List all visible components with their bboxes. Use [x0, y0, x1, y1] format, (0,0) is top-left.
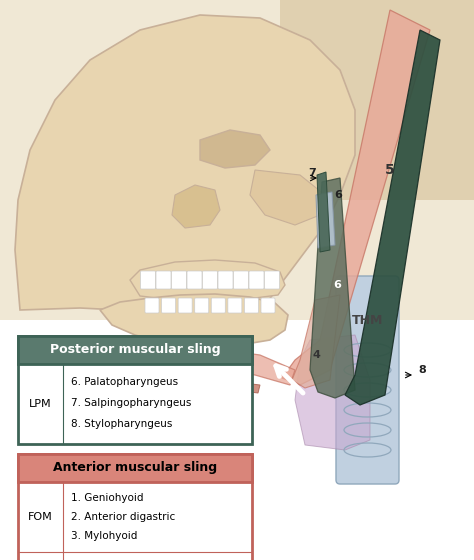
Text: 2. Anterior digastric: 2. Anterior digastric — [71, 512, 175, 522]
Polygon shape — [100, 294, 288, 346]
FancyBboxPatch shape — [249, 271, 264, 289]
Polygon shape — [345, 30, 440, 405]
Text: 6: 6 — [333, 280, 341, 290]
Text: 2: 2 — [124, 369, 132, 379]
Text: 3: 3 — [186, 356, 194, 368]
Polygon shape — [250, 170, 325, 225]
Text: Anterior muscular sling: Anterior muscular sling — [53, 461, 217, 474]
Bar — [0, 320, 474, 560]
FancyBboxPatch shape — [195, 298, 209, 313]
Polygon shape — [282, 10, 430, 385]
Text: Posterior muscular sling: Posterior muscular sling — [50, 343, 220, 357]
FancyBboxPatch shape — [261, 298, 275, 313]
Text: THM: THM — [352, 314, 383, 326]
Text: 1: 1 — [108, 340, 116, 350]
FancyBboxPatch shape — [156, 271, 171, 289]
Polygon shape — [310, 178, 355, 398]
FancyBboxPatch shape — [264, 271, 280, 289]
FancyBboxPatch shape — [245, 298, 258, 313]
Bar — [280, 0, 474, 200]
FancyBboxPatch shape — [234, 271, 248, 289]
FancyBboxPatch shape — [145, 298, 159, 313]
FancyBboxPatch shape — [336, 276, 399, 484]
Text: 6. Palatopharyngeus: 6. Palatopharyngeus — [71, 377, 178, 387]
Bar — [18, 454, 252, 560]
Text: LPM: LPM — [29, 399, 51, 409]
Text: 8. Stylopharyngeus: 8. Stylopharyngeus — [71, 419, 173, 429]
Polygon shape — [172, 185, 220, 228]
Polygon shape — [85, 348, 295, 385]
Text: 8: 8 — [418, 365, 426, 375]
Text: 5: 5 — [385, 163, 395, 177]
Polygon shape — [292, 295, 340, 388]
Polygon shape — [200, 130, 270, 168]
FancyBboxPatch shape — [218, 271, 233, 289]
Text: 1. Geniohyoid: 1. Geniohyoid — [71, 493, 144, 503]
Text: 7. Salpingopharyngeus: 7. Salpingopharyngeus — [71, 398, 191, 408]
FancyBboxPatch shape — [178, 298, 192, 313]
Polygon shape — [15, 15, 355, 348]
Bar — [18, 336, 252, 364]
FancyBboxPatch shape — [211, 298, 225, 313]
Text: FOM: FOM — [27, 512, 52, 522]
Polygon shape — [93, 365, 260, 393]
Bar — [18, 336, 252, 444]
Polygon shape — [82, 342, 175, 352]
FancyBboxPatch shape — [140, 271, 155, 289]
Polygon shape — [317, 172, 330, 252]
Text: 4: 4 — [312, 350, 320, 360]
Polygon shape — [130, 260, 285, 300]
Bar — [18, 454, 252, 482]
Text: 3. Mylohyoid: 3. Mylohyoid — [71, 531, 137, 541]
FancyBboxPatch shape — [162, 298, 175, 313]
Text: 7: 7 — [308, 168, 316, 178]
FancyBboxPatch shape — [228, 298, 242, 313]
FancyBboxPatch shape — [202, 271, 218, 289]
Bar — [0, 0, 474, 330]
Polygon shape — [316, 192, 335, 248]
Polygon shape — [295, 335, 370, 450]
FancyBboxPatch shape — [187, 271, 202, 289]
Text: 6: 6 — [334, 190, 342, 200]
FancyBboxPatch shape — [172, 271, 186, 289]
